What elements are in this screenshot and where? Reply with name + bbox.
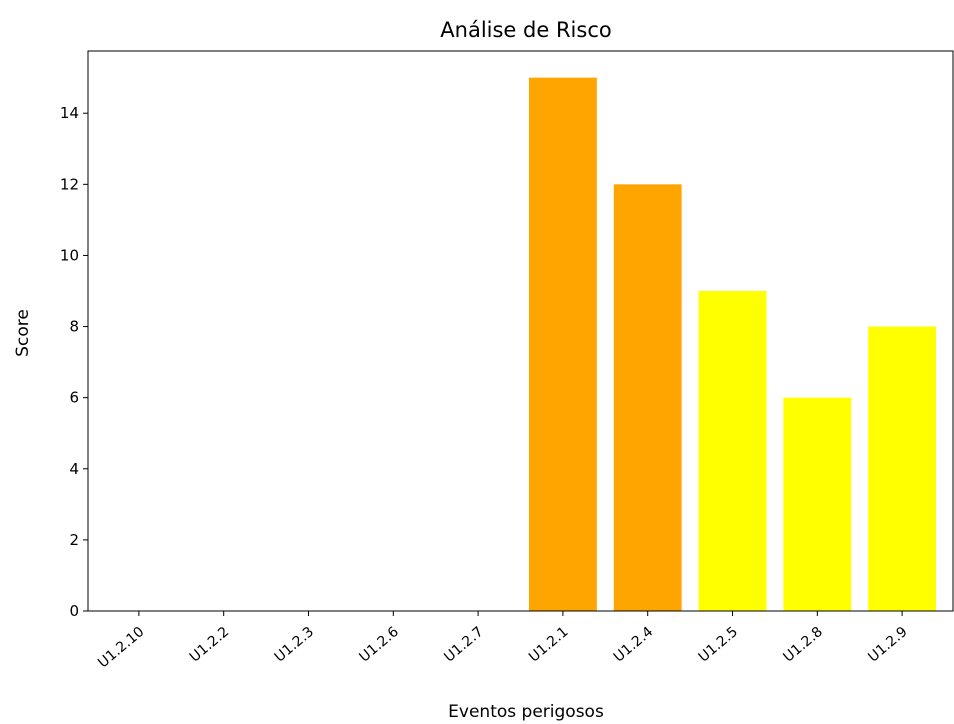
- chart-title: Análise de Risco: [440, 18, 611, 42]
- x-tick-label: U1.2.6: [356, 624, 401, 666]
- y-tick-label: 2: [69, 531, 79, 549]
- x-tick-label: U1.2.7: [441, 624, 486, 666]
- x-tick-label: U1.2.10: [95, 624, 147, 671]
- bar-U1.2.8: [783, 397, 852, 611]
- x-axis-ticks: U1.2.10 U1.2.2 U1.2.3 U1.2.6 U1.2.7 U1.2.1 U1.…: [95, 611, 911, 671]
- y-axis-label: Score: [13, 309, 33, 357]
- y-tick-label: 12: [60, 175, 79, 193]
- bar-U1.2.1: [528, 77, 597, 611]
- x-tick-label: U1.2.3: [272, 624, 317, 666]
- axes-group: [87, 50, 954, 612]
- y-tick-label: 0: [69, 602, 79, 620]
- bars-group: [528, 77, 937, 612]
- y-tick-label: 10: [60, 246, 79, 264]
- y-tick-label: 8: [69, 318, 79, 336]
- x-tick-label: U1.2.8: [780, 624, 825, 666]
- x-tick-label: U1.2.4: [611, 624, 656, 666]
- x-axis-label: Eventos perigosos: [448, 702, 604, 722]
- y-axis-ticks: 0 2 4 6 8 10 12 14: [60, 104, 88, 620]
- x-tick-label: U1.2.9: [865, 624, 910, 666]
- x-tick-label: U1.2.2: [187, 624, 232, 666]
- x-tick-label: U1.2.5: [696, 624, 741, 666]
- y-tick-label: 6: [69, 389, 79, 407]
- bar-U1.2.4: [613, 184, 682, 612]
- plot-frame: [87, 50, 954, 612]
- y-tick-label: 4: [69, 460, 79, 478]
- bar-U1.2.9: [868, 326, 937, 611]
- bar-U1.2.5: [698, 291, 767, 611]
- x-tick-label: U1.2.1: [526, 624, 571, 666]
- y-tick-label: 14: [60, 104, 79, 122]
